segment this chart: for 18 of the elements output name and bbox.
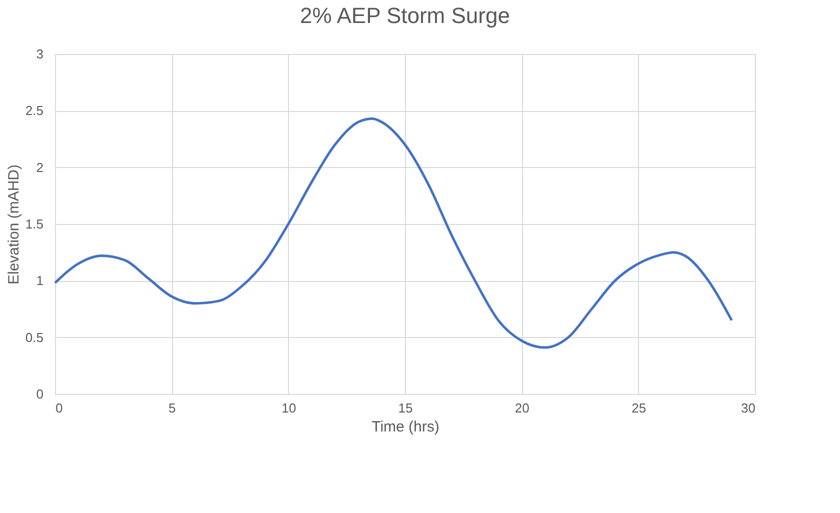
y-tick-label: 2.5	[25, 103, 44, 118]
x-tick-label: 30	[741, 400, 756, 416]
x-tick-label: 0	[56, 400, 63, 416]
y-tick-label: 1.5	[25, 216, 44, 232]
line-series	[54, 117, 733, 349]
x-axis-title: Time (hrs)	[372, 418, 440, 436]
y-tick-label: 2	[36, 160, 44, 175]
y-tick-label: 1	[36, 273, 44, 288]
x-tick-label: 5	[168, 400, 176, 416]
x-tick-label: 15	[398, 400, 413, 416]
y-tick-label: 0.5	[25, 330, 44, 345]
chart-title: 2% AEP Storm Surge	[300, 3, 510, 28]
x-tick-label: 20	[514, 400, 530, 416]
y-axis-title: Elevation (mAHD)	[5, 164, 22, 285]
x-tick-label: 10	[282, 400, 296, 416]
y-tick-label: 3	[36, 46, 44, 62]
y-tick-label: 0	[36, 386, 44, 402]
x-tick-label: 25	[632, 400, 646, 416]
